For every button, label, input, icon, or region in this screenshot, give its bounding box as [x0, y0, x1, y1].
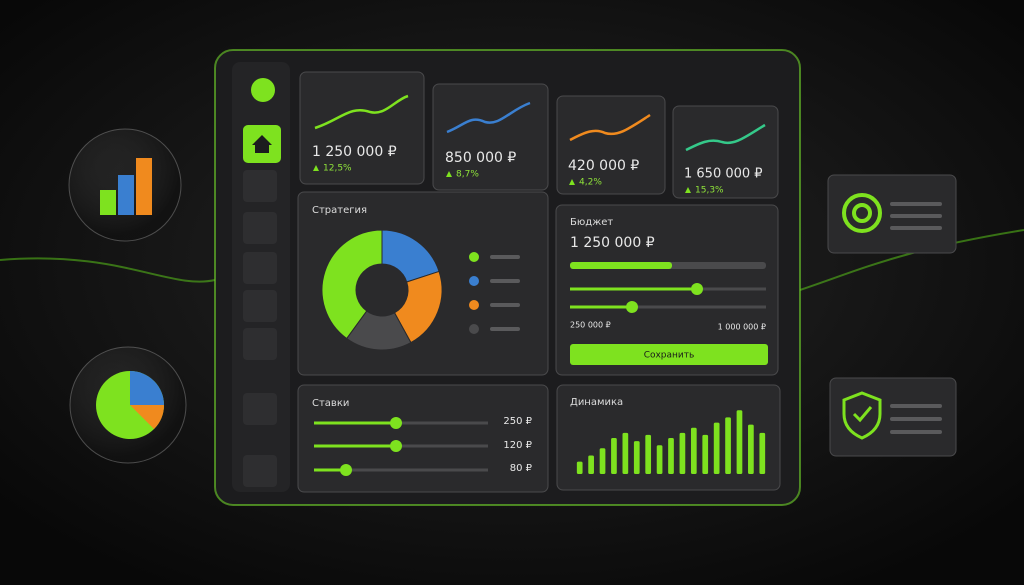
up-arrow: [446, 171, 452, 177]
slider-thumb[interactable]: [626, 301, 638, 313]
range-min: 250 000 ₽: [570, 321, 611, 330]
bar: [679, 432, 686, 474]
nav-item[interactable]: [243, 252, 277, 284]
kpi-value: 1 250 000 ₽: [312, 144, 397, 160]
save-button-label: Сохранить: [644, 351, 695, 361]
logo: [251, 78, 275, 102]
card-title: Динамика: [570, 397, 623, 408]
up-arrow: [569, 179, 575, 185]
progress-fill: [570, 262, 672, 269]
legend-dot: [469, 324, 479, 334]
rates-card: [297, 384, 549, 493]
kpi-change: 4,2%: [579, 178, 602, 188]
card-title: Ставки: [312, 398, 349, 409]
bar: [690, 427, 697, 474]
kpi-change: 12,5%: [323, 164, 352, 174]
bar: [599, 448, 606, 474]
nav-item[interactable]: [243, 290, 277, 322]
kpi-value: 420 000 ₽: [568, 158, 639, 174]
donut-segment: [346, 310, 412, 351]
nav-item[interactable]: [243, 455, 277, 487]
kpi-card: [432, 83, 549, 191]
up-arrow: [685, 187, 691, 193]
nav-item[interactable]: [243, 170, 277, 202]
donut-segment: [321, 229, 383, 340]
home-icon: [252, 135, 272, 153]
budget-value: 1 250 000 ₽: [570, 235, 655, 251]
bar: [736, 410, 743, 474]
sparkline: [446, 101, 531, 134]
rate-value: 120 ₽: [503, 440, 532, 451]
icon-bar: [100, 190, 116, 215]
card-title: Бюджет: [570, 217, 613, 228]
slider-thumb[interactable]: [340, 464, 352, 476]
icon-bar: [136, 158, 152, 215]
save-button[interactable]: [570, 344, 768, 365]
legend-dot: [469, 300, 479, 310]
bar: [748, 424, 754, 474]
legend-dot: [469, 276, 479, 286]
bar: [713, 422, 720, 474]
slider-thumb[interactable]: [390, 440, 402, 452]
shield-icon: [852, 406, 873, 423]
slider-thumb[interactable]: [390, 417, 402, 429]
nav-item[interactable]: [243, 393, 277, 425]
bar: [759, 432, 766, 474]
nav-settings[interactable]: [243, 328, 277, 360]
sparkline: [314, 94, 409, 130]
icon-pie: [130, 405, 164, 429]
sparkline: [569, 113, 651, 142]
bar: [668, 438, 674, 474]
range-max: 1 000 000 ₽: [718, 323, 766, 332]
legend-dot: [469, 252, 479, 262]
sparkline: [685, 123, 766, 152]
bar: [645, 434, 652, 474]
kpi-card: [672, 105, 779, 199]
target-icon: [842, 193, 882, 233]
bar: [633, 441, 640, 474]
kpi-card: [299, 71, 425, 185]
card-title: Стратегия: [312, 205, 367, 216]
kpi-value: 1 650 000 ₽: [684, 167, 763, 182]
bar: [588, 455, 594, 474]
bar: [656, 445, 663, 474]
kpi-change: 8,7%: [456, 170, 479, 180]
icon-bar: [118, 175, 134, 215]
nav-item[interactable]: [243, 212, 277, 244]
bar: [725, 417, 731, 474]
up-arrow: [313, 165, 319, 171]
rate-value: 250 ₽: [503, 416, 532, 427]
shield-icon: [842, 391, 882, 440]
slider-thumb[interactable]: [691, 283, 703, 295]
bar: [702, 434, 709, 474]
rate-value: 80 ₽: [510, 463, 533, 474]
target-icon: [852, 203, 872, 223]
kpi-card: [556, 95, 666, 195]
kpi-change: 15,3%: [695, 186, 724, 196]
glow-line: [0, 229, 1024, 291]
kpi-value: 850 000 ₽: [445, 150, 516, 166]
bar: [611, 438, 617, 474]
icon-pie: [130, 371, 164, 405]
bar: [622, 432, 629, 474]
bar: [576, 461, 583, 474]
